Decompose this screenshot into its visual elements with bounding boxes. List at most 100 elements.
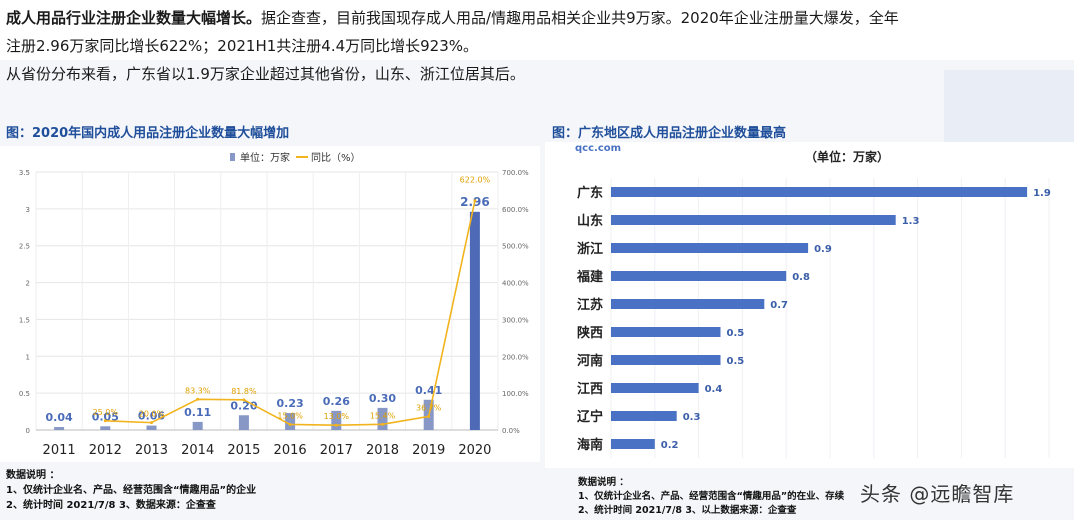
qcc-logo: qcc.com [575, 143, 621, 154]
x-tick-label: 2015 [227, 443, 260, 458]
bar-value-label: 1.9 [1033, 188, 1051, 199]
category-label: 福建 [576, 269, 603, 285]
bar-value-label: 0.5 [727, 328, 745, 339]
bar-value-label: 1.3 [902, 216, 920, 227]
watermark: 头条 @远瞻智库 [860, 482, 1015, 506]
growth-point [334, 423, 338, 427]
legend-bar-swatch [230, 153, 235, 161]
bar [611, 439, 655, 449]
growth-point [196, 397, 200, 401]
unit-label: （单位：万家） [805, 149, 889, 164]
x-tick-label: 2016 [274, 443, 307, 458]
growth-value-label: 81.8% [231, 387, 257, 396]
bar [611, 383, 699, 393]
y2-tick-label: 400.0% [502, 280, 529, 288]
legend-line-label: 同比（%） [311, 152, 361, 164]
y-tick-label: 1.5 [19, 316, 30, 324]
growth-point [473, 199, 477, 203]
left-chart-panel: 单位：万家 同比（%） 0 0.5 1 1.5 2 2.5 3 3.5 0.0% 100.0% 200.… [0, 146, 540, 462]
right-data-notes: 数据说明 ： 1、仅统计企业名、产品、经营范围含“情趣用品”的在业、存续 2、统… [578, 476, 844, 518]
category-label: 浙江 [577, 241, 603, 257]
bar-value-label: 0.5 [727, 356, 745, 367]
legend-bar-label: 单位：万家 [240, 151, 290, 164]
growth-point [242, 398, 246, 402]
category-label: 辽宁 [577, 409, 603, 425]
y2-tick-label: 700.0% [502, 169, 529, 177]
bar [146, 425, 157, 430]
bar [54, 427, 65, 430]
growth-value-label: 36.7% [416, 403, 442, 412]
y2-tick-label: 100.0% [502, 390, 529, 398]
growth-point [103, 419, 107, 423]
bar [611, 411, 677, 421]
x-tick-label: 2011 [43, 443, 76, 458]
y-tick-label: 1 [26, 353, 30, 361]
bar [377, 407, 388, 430]
growth-value-label: 25.0% [93, 408, 119, 417]
bar [192, 421, 203, 430]
category-label: 江西 [577, 381, 603, 397]
bar [611, 271, 787, 281]
registration-chart: 单位：万家 同比（%） 0 0.5 1 1.5 2 2.5 3 3.5 0.0% 100.0% 200.… [19, 151, 529, 458]
bar-value-label: 0.05 [92, 410, 119, 423]
category-label: 河南 [577, 353, 603, 369]
x-tick-label: 2013 [135, 443, 168, 458]
bar [611, 243, 809, 253]
bar-value-label: 0.20 [230, 399, 257, 412]
bar [611, 355, 721, 365]
bar-value-label: 0.30 [369, 392, 396, 405]
bar-value-label: 0.23 [277, 397, 304, 410]
bar-value-label: 0.7 [770, 300, 788, 311]
bar-value-label: 0.41 [415, 384, 442, 397]
bar [285, 413, 296, 430]
growth-point [288, 422, 292, 426]
growth-point [427, 414, 431, 418]
x-tick-label: 2017 [320, 443, 353, 458]
right-notes-title: 数据说明 ： [578, 477, 629, 488]
x-tick-label: 2014 [181, 443, 214, 458]
bar-value-label: 0.04 [46, 411, 73, 424]
left-notes-line-2: 2、统计时间 2021/7/8 3、数据来源：企查查 [6, 500, 216, 511]
bar [238, 415, 249, 430]
y-tick-label: 3.5 [19, 169, 30, 177]
bar [611, 215, 896, 225]
bar-value-label: 0.2 [661, 440, 679, 451]
y-tick-label: 3 [26, 206, 30, 214]
bar-value-label: 0.4 [705, 384, 723, 395]
intro-line-1-rest: 据企查查，目前我国现存成人用品/情趣用品相关企业共9万家。2020年企业注册量大… [261, 9, 899, 27]
intro-line-1: 成人用品行业注册企业数量大幅增长。据企查查，目前我国现存成人用品/情趣用品相关企… [6, 4, 1068, 32]
bar [100, 426, 111, 430]
category-label: 江苏 [577, 297, 603, 313]
intro-line-2: 注册2.96万家同比增长622%；2021H1共注册4.4万同比增长923%。 [6, 37, 479, 55]
bar [611, 327, 721, 337]
bar-value-label: 0.3 [683, 412, 701, 423]
y-tick-label: 0.5 [19, 390, 30, 398]
bar [469, 211, 480, 430]
category-label: 广东 [577, 185, 603, 201]
intro-lead: 成人用品行业注册企业数量大幅增长。 [6, 9, 262, 27]
growth-point [150, 421, 153, 425]
growth-value-label: 20.0% [139, 410, 165, 419]
growth-value-label: 83.3% [185, 386, 211, 395]
bar-value-label: 0.26 [323, 395, 350, 408]
intro-text: 成人用品行业注册企业数量大幅增长。据企查查，目前我国现存成人用品/情趣用品相关企… [6, 4, 1068, 88]
category-label: 陕西 [577, 325, 603, 341]
x-tick-label: 2019 [412, 443, 445, 458]
intro-line-3: 从省份分布来看，广东省以1.9万家企业超过其他省份，山东、浙江位居其后。 [6, 65, 525, 83]
y2-tick-label: 0.0% [502, 427, 520, 435]
y-tick-label: 0 [26, 427, 30, 435]
right-figure-title: 图：广东地区成人用品注册企业数量最高 [552, 126, 787, 141]
x-tick-label: 2020 [458, 443, 491, 458]
growth-value-label: 13.0% [324, 412, 350, 421]
left-notes-title: 数据说明 ： [6, 470, 60, 481]
bar [611, 299, 765, 309]
growth-value-label: 15.4% [370, 411, 396, 420]
right-notes-line-1: 1、仅统计企业名、产品、经营范围含“情趣用品”的在业、存续 [578, 491, 845, 502]
y-tick-label: 2 [26, 280, 30, 288]
category-label: 山东 [577, 213, 603, 229]
right-chart-panel: qcc.com （单位：万家） 广东 1.9 山东 1.3 浙江 0.9 福建 0.8 江苏 0.7 陕… [545, 142, 1074, 468]
left-data-notes: 数据说明 ： 1、仅统计企业名、产品、经营范围含“情趣用品”的企业 2、统计时间… [6, 468, 256, 513]
left-figure-title: 图：2020年国内成人用品注册企业数量大幅增加 [6, 126, 290, 141]
bar-value-label: 0.8 [792, 272, 810, 283]
right-notes-line-2: 2、统计时间 2021/7/8 3、以上数据来源：企查查 [578, 505, 797, 516]
